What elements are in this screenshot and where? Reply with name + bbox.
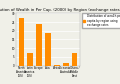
Bar	[36, 24, 42, 66]
Bar	[19, 18, 24, 66]
Bar	[63, 63, 69, 66]
Bar	[45, 33, 51, 66]
Bar	[27, 52, 33, 66]
Title: World Distribution of Wealth in Per Cap. (2000) by Region (exchange rates): World Distribution of Wealth in Per Cap.…	[0, 8, 120, 12]
Bar	[72, 53, 77, 66]
Bar	[54, 65, 60, 66]
Legend: Distribution of wealth per
capita by region using
exchange rates: Distribution of wealth per capita by reg…	[82, 13, 120, 28]
